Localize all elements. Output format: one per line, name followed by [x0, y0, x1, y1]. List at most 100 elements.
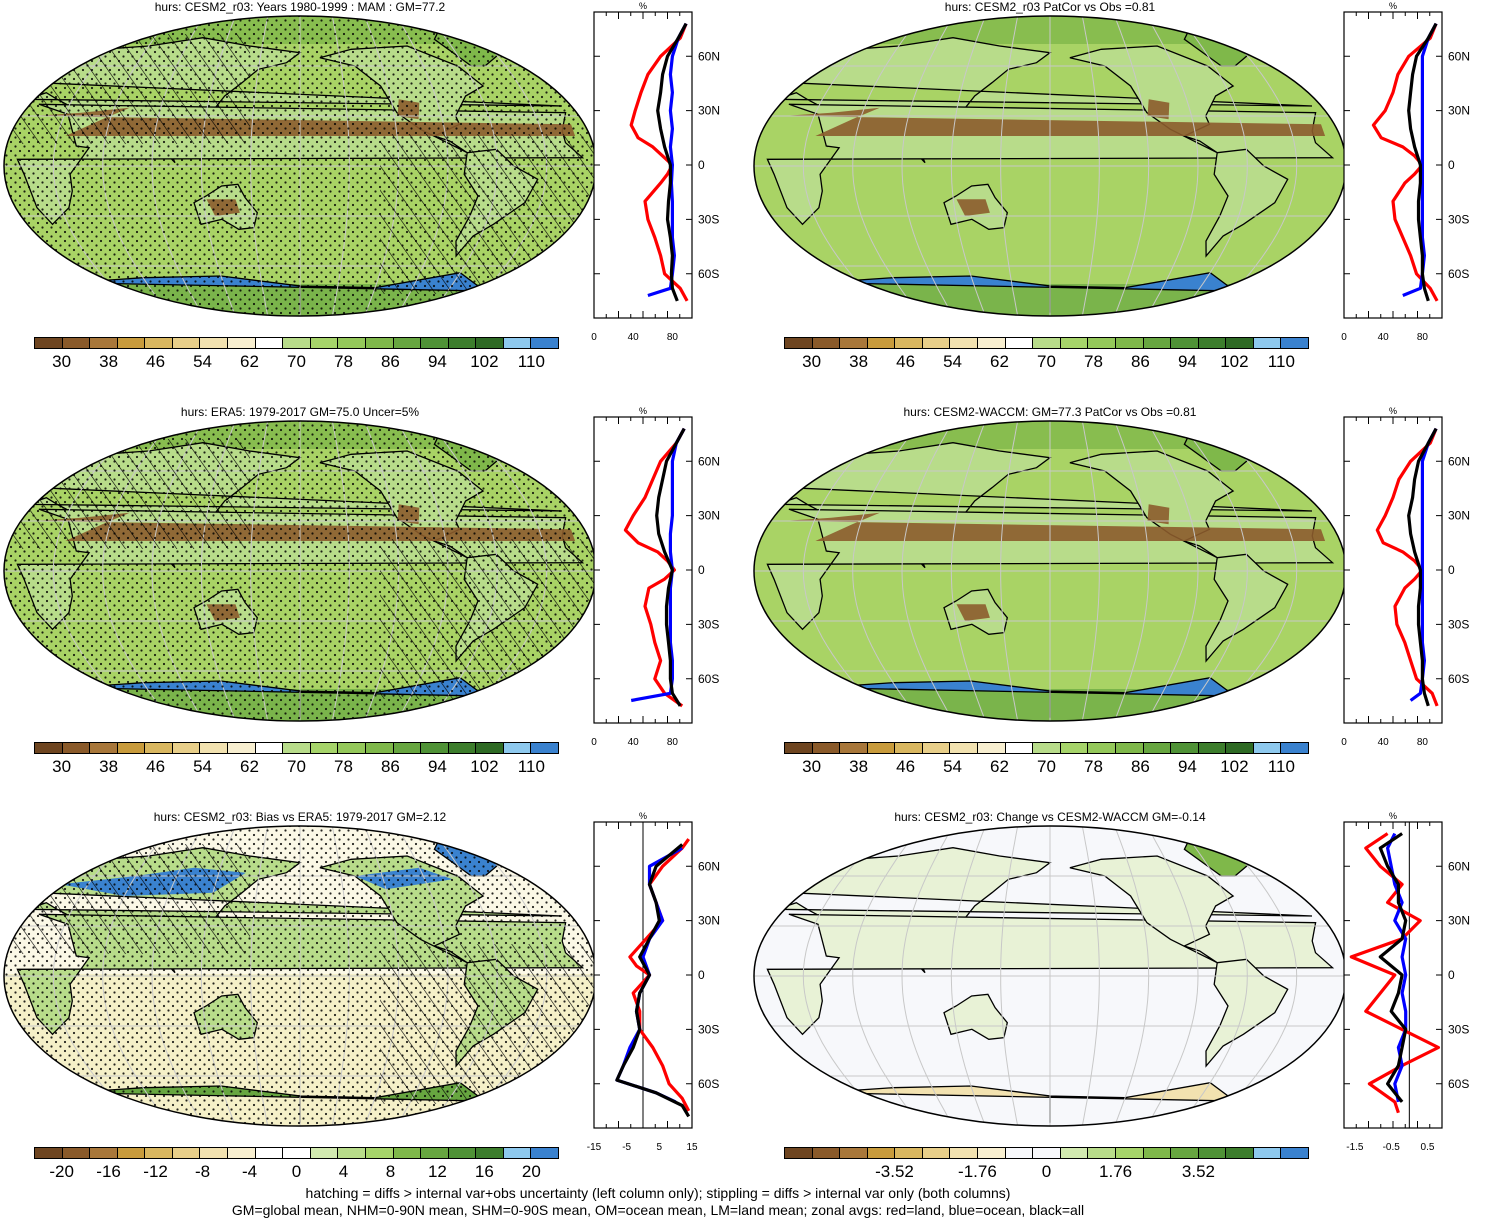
- colorbar-tick-label: 78: [1084, 352, 1103, 371]
- zonal-frame: [1343, 416, 1443, 724]
- zonal-unit-label: %: [1389, 1, 1397, 11]
- colorbar-swatch: [145, 338, 173, 348]
- zonal-x-tick-label: -1.5: [1346, 1142, 1364, 1153]
- colorbar-swatch: [1060, 743, 1089, 753]
- zonal-frame: [593, 11, 693, 319]
- zonal-y-tick-label: 30S: [1448, 1022, 1469, 1036]
- colorbar-swatch: [421, 1148, 449, 1158]
- zonal-x-tick-label: 40: [628, 737, 640, 748]
- zonal-y-tick-label: 60S: [698, 267, 719, 281]
- colorbar-tick-label: 1.76: [1099, 1162, 1133, 1181]
- colorbar-swatch: [812, 1148, 841, 1158]
- colorbar-tick-label: 12: [427, 1162, 447, 1181]
- colorbar-tick-label: 102: [470, 352, 499, 371]
- robinson-map: [3, 15, 597, 317]
- colorbar-swatch: [1226, 338, 1254, 348]
- panel-cesm2-waccm: hurs: CESM2-WACCM: GM=77.3 PatCor vs Obs…: [750, 405, 1485, 810]
- zonal-frame: [593, 416, 693, 724]
- colorbar-swatch: [228, 743, 256, 753]
- zonal-mean-plot: % 0 40 80 60N 30N 0 30S 60S: [1341, 406, 1470, 748]
- colorbar-tick-label: 94: [1177, 352, 1197, 371]
- zonal-unit-label: %: [1389, 811, 1397, 821]
- dry-region: [782, 512, 1326, 541]
- zonal-unit-label: %: [1389, 406, 1397, 416]
- hatching: [380, 944, 596, 1104]
- zonal-series-all: [615, 843, 691, 1118]
- zonal-y-tick-label: 30S: [698, 212, 719, 226]
- colorbar-swatch: [840, 743, 868, 753]
- colorbar: [34, 1147, 559, 1159]
- zonal-y-tick-label: 60N: [698, 454, 720, 468]
- colorbar-tick-label: -20: [49, 1162, 74, 1181]
- zonal-x-tick-label: -0.5: [1383, 1142, 1401, 1153]
- colorbar-swatch: [978, 338, 1006, 348]
- colorbar-swatch: [1005, 1148, 1034, 1158]
- colorbar-swatch: [503, 1148, 532, 1158]
- colorbar-tick-label: 54: [943, 757, 963, 776]
- colorbar-swatch: [228, 1148, 256, 1158]
- zonal-y-tick-label: 30S: [1448, 212, 1469, 226]
- zonal-x-tick-label: 80: [1417, 737, 1429, 748]
- zonal-x-tick-label: -5: [622, 1142, 631, 1153]
- colorbar-swatch: [1281, 743, 1308, 753]
- zonal-y-tick-label: 60N: [1448, 859, 1470, 873]
- zonal-y-tick-label: 0: [698, 158, 705, 172]
- colorbar-swatch: [365, 743, 394, 753]
- zonal-x-tick-label: 80: [1417, 332, 1429, 343]
- colorbar-swatch: [812, 338, 841, 348]
- colorbar-labels: -20 -16 -12 -8 -4 0 4 8 12 16 20: [34, 1162, 559, 1182]
- colorbar-tick-label: 38: [99, 757, 119, 776]
- map-title: hurs: CESM2_r03: Bias vs ERA5: 1979-2017…: [153, 810, 447, 824]
- colorbar: [784, 742, 1309, 754]
- colorbar-swatch: [393, 338, 422, 348]
- zonal-unit-label: %: [639, 406, 647, 416]
- colorbar-tick-label: 46: [146, 757, 166, 776]
- zonal-unit-label: %: [639, 811, 647, 821]
- zonal-y-tick-label: 0: [698, 968, 705, 982]
- colorbar-tick-label: 46: [896, 757, 916, 776]
- graticule: [754, 16, 1346, 316]
- robinson-map: [753, 825, 1347, 1127]
- colorbar-tick-label: 30: [52, 352, 72, 371]
- colorbar-tick-label: 30: [802, 757, 822, 776]
- colorbar-swatch: [476, 1148, 504, 1158]
- colorbar-swatch: [255, 338, 284, 348]
- colorbar-swatch: [840, 1148, 868, 1158]
- zonal-y-tick-label: 30N: [698, 104, 720, 118]
- colorbar-tick-label: 16: [474, 1162, 494, 1181]
- colorbar-swatch: [922, 338, 951, 348]
- zonal-series-ocean: [647, 22, 688, 298]
- zonal-y-tick-label: 30N: [1448, 914, 1470, 928]
- colorbar-swatch: [338, 743, 366, 753]
- colorbar-swatch: [1088, 338, 1116, 348]
- colorbar-swatch: [117, 743, 146, 753]
- colorbar-swatch: [310, 743, 339, 753]
- colorbar-labels: 30 38 46 54 62 70 78 86 94 102 110: [784, 352, 1309, 372]
- colorbar-swatch: [1198, 338, 1227, 348]
- map-title: hurs: CESM2_r03 PatCor vs Obs =0.81: [944, 0, 1156, 14]
- colorbar-tick-label: 102: [470, 757, 499, 776]
- colorbar-swatch: [476, 338, 504, 348]
- colorbar-swatch: [1253, 338, 1282, 348]
- hatching: [380, 134, 596, 294]
- zonal-x-tick-label: 0: [1341, 332, 1347, 343]
- robinson-map: [753, 420, 1347, 722]
- zonal-y-tick-label: 30N: [698, 914, 720, 928]
- dry-region: [956, 199, 990, 216]
- zonal-y-tick-label: 0: [1448, 563, 1455, 577]
- colorbar-tick-label: 62: [240, 757, 259, 776]
- colorbar-swatch: [503, 743, 532, 753]
- colorbar-swatch: [1198, 1148, 1227, 1158]
- colorbar-tick-label: 0: [291, 1162, 302, 1181]
- colorbar: [784, 337, 1309, 349]
- zonal-y-tick-label: 60S: [1448, 672, 1469, 686]
- colorbar-tick-label: 54: [193, 352, 213, 371]
- colorbar-swatch: [35, 743, 63, 753]
- colorbar-tick-label: 94: [427, 352, 447, 371]
- robinson-map: [3, 825, 597, 1127]
- colorbar-swatch: [255, 743, 284, 753]
- colorbar-swatch: [228, 338, 256, 348]
- zonal-x-tick-label: 15: [686, 1142, 698, 1153]
- colorbar-swatch: [1088, 743, 1116, 753]
- colorbar-tick-label: 38: [849, 352, 869, 371]
